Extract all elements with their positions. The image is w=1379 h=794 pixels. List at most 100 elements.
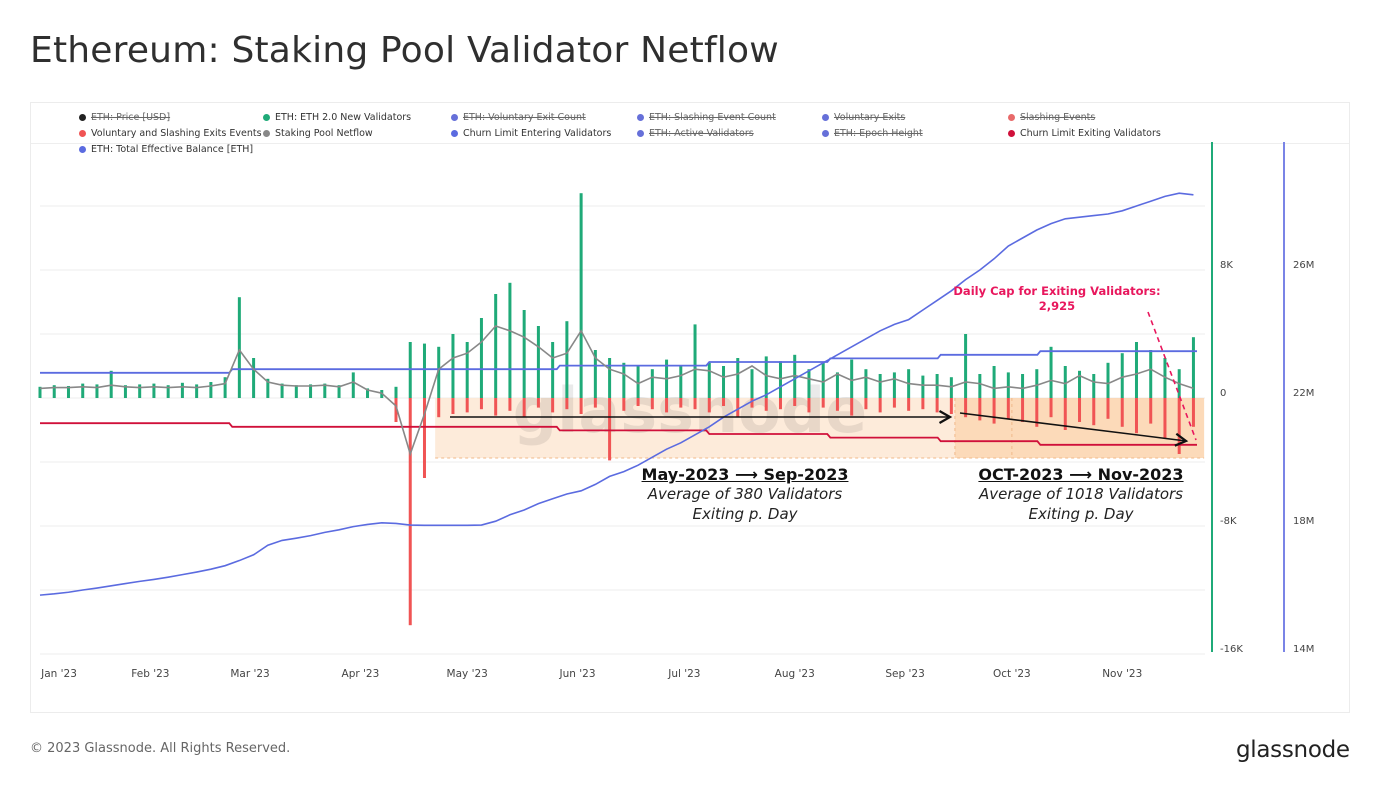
new-validators-bar [892, 372, 896, 398]
exits-bar [394, 398, 398, 422]
new-validators-bar [323, 383, 327, 398]
new-validators-bar [608, 358, 612, 398]
legend-label: ETH: Total Effective Balance [ETH] [91, 144, 254, 155]
new-validators-bar [579, 193, 583, 398]
new-validators-bar [152, 383, 156, 398]
y-right-tick-label: 18M [1293, 516, 1314, 527]
new-validators-bar [964, 334, 968, 398]
new-validators-bar [1092, 374, 1096, 398]
new-validators-bar [1035, 369, 1039, 398]
x-tick-label: Aug '23 [775, 668, 815, 680]
new-validators-bar [366, 388, 370, 398]
legend-item[interactable]: ETH: Epoch Height [822, 128, 923, 139]
exits-bar [964, 398, 968, 418]
exits-bar [793, 398, 797, 406]
legend-dot-icon [637, 114, 644, 121]
glassnode-logo[interactable]: glassnode [1236, 737, 1350, 763]
new-validators-bar [878, 374, 882, 398]
churn-exiting-line [40, 422, 1197, 446]
new-validators-bar [722, 366, 726, 398]
new-validators-bar [522, 310, 526, 398]
new-validators-bar [508, 282, 512, 398]
exits-bar [892, 398, 896, 408]
daily-cap-pointer [1147, 311, 1197, 441]
exits-bar [878, 398, 882, 413]
exits-bar [1134, 398, 1138, 434]
exits-bar [1078, 398, 1082, 422]
page-title: Ethereum: Staking Pool Validator Netflow [30, 30, 779, 71]
legend-label: Staking Pool Netflow [275, 128, 373, 139]
annotation-may-sep: May-2023 ⟶ Sep-2023 Average of 380 Valid… [615, 465, 875, 524]
new-validators-bar [252, 358, 256, 398]
legend-item[interactable]: Staking Pool Netflow [263, 128, 373, 139]
new-validators-bar [451, 334, 455, 398]
exits-bar [479, 398, 483, 410]
legend-label: Voluntary and Slashing Exits Events [91, 128, 262, 139]
legend-label: ETH: Epoch Height [834, 128, 923, 139]
new-validators-bar [237, 297, 241, 398]
legend-label: ETH: Voluntary Exit Count [463, 112, 586, 123]
exits-bar [1063, 398, 1067, 430]
exits-bar [1120, 398, 1124, 427]
legend-item[interactable]: Churn Limit Entering Validators [451, 128, 611, 139]
legend-item[interactable]: Slashing Events [1008, 112, 1095, 123]
legend-dot-icon [451, 130, 458, 137]
legend-item[interactable]: Churn Limit Exiting Validators [1008, 128, 1161, 139]
legend-dot-icon [263, 114, 270, 121]
legend-item[interactable]: ETH: Total Effective Balance [ETH] [79, 144, 253, 155]
new-validators-bar [750, 369, 754, 398]
exits-bar [508, 398, 512, 411]
new-validators-bar [223, 377, 227, 398]
new-validators-bar [992, 366, 996, 398]
exits-bar [536, 398, 540, 408]
new-validators-bar [1049, 346, 1053, 398]
copyright: © 2023 Glassnode. All Rights Reserved. [30, 741, 291, 756]
new-validators-bar [1021, 374, 1025, 398]
legend-item[interactable]: ETH: Active Validators [637, 128, 754, 139]
exits-bar [650, 398, 654, 410]
new-validators-bar [209, 382, 213, 398]
new-validators-bar [1149, 350, 1153, 398]
x-tick-label: May '23 [447, 668, 488, 680]
legend-item[interactable]: ETH: ETH 2.0 New Validators [263, 112, 411, 123]
exits-bar [522, 398, 526, 418]
new-validators-bar [337, 385, 341, 398]
exits-bar [750, 398, 754, 408]
exits-bar [451, 398, 455, 414]
exits-bar [1149, 398, 1153, 424]
new-validators-bar [494, 294, 498, 398]
x-tick-label: Feb '23 [131, 668, 169, 680]
legend-item[interactable]: ETH: Price [USD] [79, 112, 170, 123]
exits-bar [1191, 398, 1195, 427]
new-validators-bar [821, 362, 825, 398]
legend-item[interactable]: ETH: Voluntary Exit Count [451, 112, 586, 123]
new-validators-bar [266, 378, 270, 398]
new-validators-bar [864, 369, 868, 398]
legend-item[interactable]: Voluntary Exits [822, 112, 905, 123]
exits-bar [622, 398, 626, 411]
legend-label: ETH: Price [USD] [91, 112, 171, 123]
new-validators-bar [1078, 370, 1082, 398]
legend-item[interactable]: ETH: Slashing Event Count [637, 112, 776, 123]
exits-bar [693, 398, 697, 410]
x-tick-label: Jan '23 [40, 668, 77, 680]
y-left-tick-label: 0 [1220, 388, 1226, 399]
exits-bar [1106, 398, 1110, 419]
exits-bar [821, 398, 825, 408]
exits-bar [636, 398, 640, 406]
new-validators-bar [1120, 353, 1124, 398]
legend-label: Churn Limit Entering Validators [463, 128, 612, 139]
annotation-heading: OCT-2023 ⟶ Nov-2023 [978, 465, 1184, 484]
exits-bar [679, 398, 683, 408]
legend-dot-icon [79, 114, 86, 121]
new-validators-bar [1006, 372, 1010, 398]
legend-dot-icon [822, 130, 829, 137]
exits-bar [408, 398, 412, 626]
legend-item[interactable]: Voluntary and Slashing Exits Events [79, 128, 262, 139]
new-validators-bar [807, 369, 811, 398]
new-validators-bar [123, 385, 127, 398]
y-right-tick-label: 22M [1293, 388, 1314, 399]
new-validators-bar [650, 369, 654, 398]
exits-bar [992, 398, 996, 424]
